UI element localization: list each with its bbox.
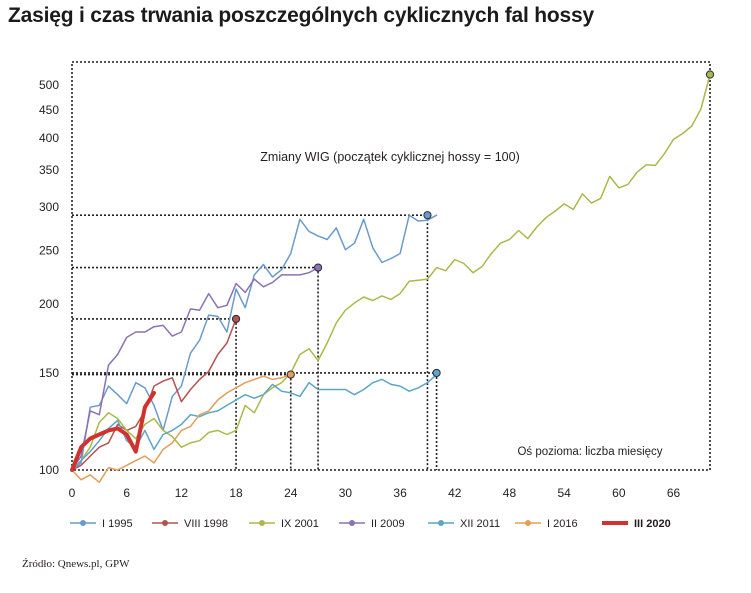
x-tick-label: 60 <box>612 486 626 500</box>
x-tick-label: 6 <box>123 486 130 500</box>
legend-label: II 2009 <box>371 518 405 530</box>
y-axis: 100 150 200 250 300 350 400 450 500 <box>39 78 59 477</box>
x-tick-label: 24 <box>284 486 298 500</box>
series-line <box>71 266 319 471</box>
legend-label: I 2016 <box>547 518 578 530</box>
legend-marker <box>349 520 355 526</box>
series-line <box>71 373 438 471</box>
y-tick-label: 300 <box>39 200 59 214</box>
series-lines <box>70 73 711 484</box>
x-tick-label: 36 <box>393 486 407 500</box>
y-tick-label: 400 <box>39 131 59 145</box>
x-tick-label: 18 <box>229 486 243 500</box>
series-end-marker <box>432 368 441 378</box>
series-end-marker <box>423 211 432 220</box>
y-tick-label: 100 <box>39 463 59 477</box>
plot-border <box>71 61 711 471</box>
source-line: Źródło: Qnews.pl, GPW <box>22 558 130 570</box>
series-end-marker <box>231 314 241 324</box>
series-end-markers <box>231 70 715 379</box>
x-tick-label: 48 <box>503 486 517 500</box>
plot-area <box>71 61 711 471</box>
x-tick-label: 12 <box>175 486 189 500</box>
series-line <box>71 373 292 484</box>
legend-label: I 1995 <box>102 518 133 530</box>
x-tick-label: 54 <box>557 486 571 500</box>
legend-label: VIII 1998 <box>184 518 228 530</box>
y-tick-label: 150 <box>39 366 59 380</box>
range-guides <box>72 214 438 470</box>
series-end-marker <box>313 263 323 272</box>
legend-marker <box>525 520 531 526</box>
legend-marker <box>162 520 168 526</box>
legend-marker <box>259 520 265 526</box>
series-line <box>71 318 237 471</box>
x-tick-label: 66 <box>667 486 681 500</box>
series-line <box>70 390 156 472</box>
x-axis: 0 6 12 18 24 30 36 42 48 54 60 66 <box>69 486 681 500</box>
series-line <box>71 73 711 471</box>
legend-label: III 2020 <box>634 518 671 530</box>
legend-label: IX 2001 <box>281 518 319 530</box>
series-line <box>71 214 438 471</box>
chart-title: Zasięg i czas trwania poszczególnych cyk… <box>8 4 594 27</box>
chart-subtitle: Zmiany WIG (początek cyklicznej hossy = … <box>260 150 519 164</box>
y-tick-label: 250 <box>39 244 59 258</box>
y-tick-label: 350 <box>39 163 59 177</box>
x-tick-label: 30 <box>339 486 353 500</box>
y-tick-label: 200 <box>39 297 59 311</box>
legend-marker <box>438 520 444 526</box>
y-tick-label: 500 <box>39 78 59 92</box>
x-tick-label: 0 <box>69 486 76 500</box>
legend: I 1995 VIII 1998 IX 2001 II 2009 XII 2011 I 2… <box>70 518 671 530</box>
series-end-marker <box>286 370 295 379</box>
legend-marker <box>80 520 86 526</box>
x-tick-label: 42 <box>448 486 462 500</box>
y-tick-label: 450 <box>39 103 59 117</box>
series-end-marker <box>705 70 715 79</box>
legend-label: XII 2011 <box>460 518 500 530</box>
axis-note: Oś pozioma: liczba miesięcy <box>517 446 662 458</box>
